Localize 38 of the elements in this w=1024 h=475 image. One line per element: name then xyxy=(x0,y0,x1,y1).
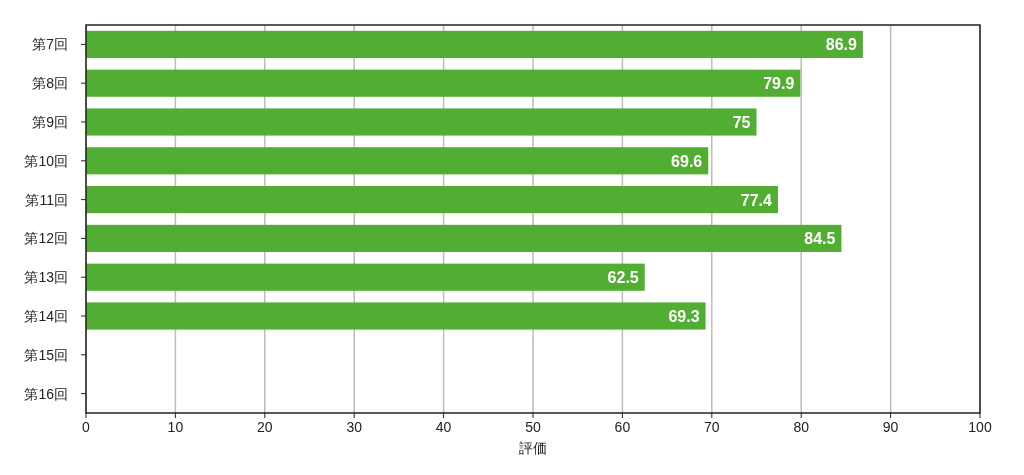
x-tick-label: 30 xyxy=(346,419,363,435)
data-label: 77.4 xyxy=(740,191,773,209)
y-tick-label: 第7回 xyxy=(32,36,68,53)
bar xyxy=(86,186,778,214)
y-tick-label: 第12回 xyxy=(24,230,68,247)
bar xyxy=(86,263,645,291)
x-tick-label: 90 xyxy=(882,419,899,435)
x-tick-label: 50 xyxy=(525,419,541,435)
bar xyxy=(86,224,842,252)
y-tick-label: 第16回 xyxy=(24,385,68,402)
x-tick-label: 0 xyxy=(82,419,91,435)
bar xyxy=(86,108,757,136)
x-tick-label: 40 xyxy=(435,419,452,435)
y-tick-label: 第13回 xyxy=(24,269,68,286)
data-label: 69.6 xyxy=(671,152,703,170)
y-tick-label: 第11回 xyxy=(25,191,68,208)
y-tick-label: 第9回 xyxy=(32,114,68,130)
data-label: 62.5 xyxy=(607,269,639,287)
y-tick-label: 第14回 xyxy=(24,308,68,324)
bar xyxy=(86,30,863,58)
x-tick-label: 80 xyxy=(793,419,810,435)
y-tick-label: 第15回 xyxy=(24,346,68,363)
data-label: 79.9 xyxy=(763,75,795,93)
x-tick-label: 100 xyxy=(968,419,992,435)
x-tick-label: 70 xyxy=(704,419,720,435)
y-tick-label: 第10回 xyxy=(24,152,68,169)
data-label: 84.5 xyxy=(804,230,836,248)
x-tick-label: 10 xyxy=(167,419,184,435)
data-label: 69.3 xyxy=(668,308,700,325)
x-tick-label: 20 xyxy=(257,419,273,435)
y-tick-label: 第8回 xyxy=(32,75,68,92)
bar xyxy=(86,302,706,330)
data-label: 86.9 xyxy=(825,36,857,54)
bar xyxy=(86,147,709,175)
x-tick-label: 60 xyxy=(614,419,631,435)
x-axis-title: 評価 xyxy=(519,440,547,456)
bar xyxy=(86,69,801,97)
data-label: 75 xyxy=(732,114,751,131)
